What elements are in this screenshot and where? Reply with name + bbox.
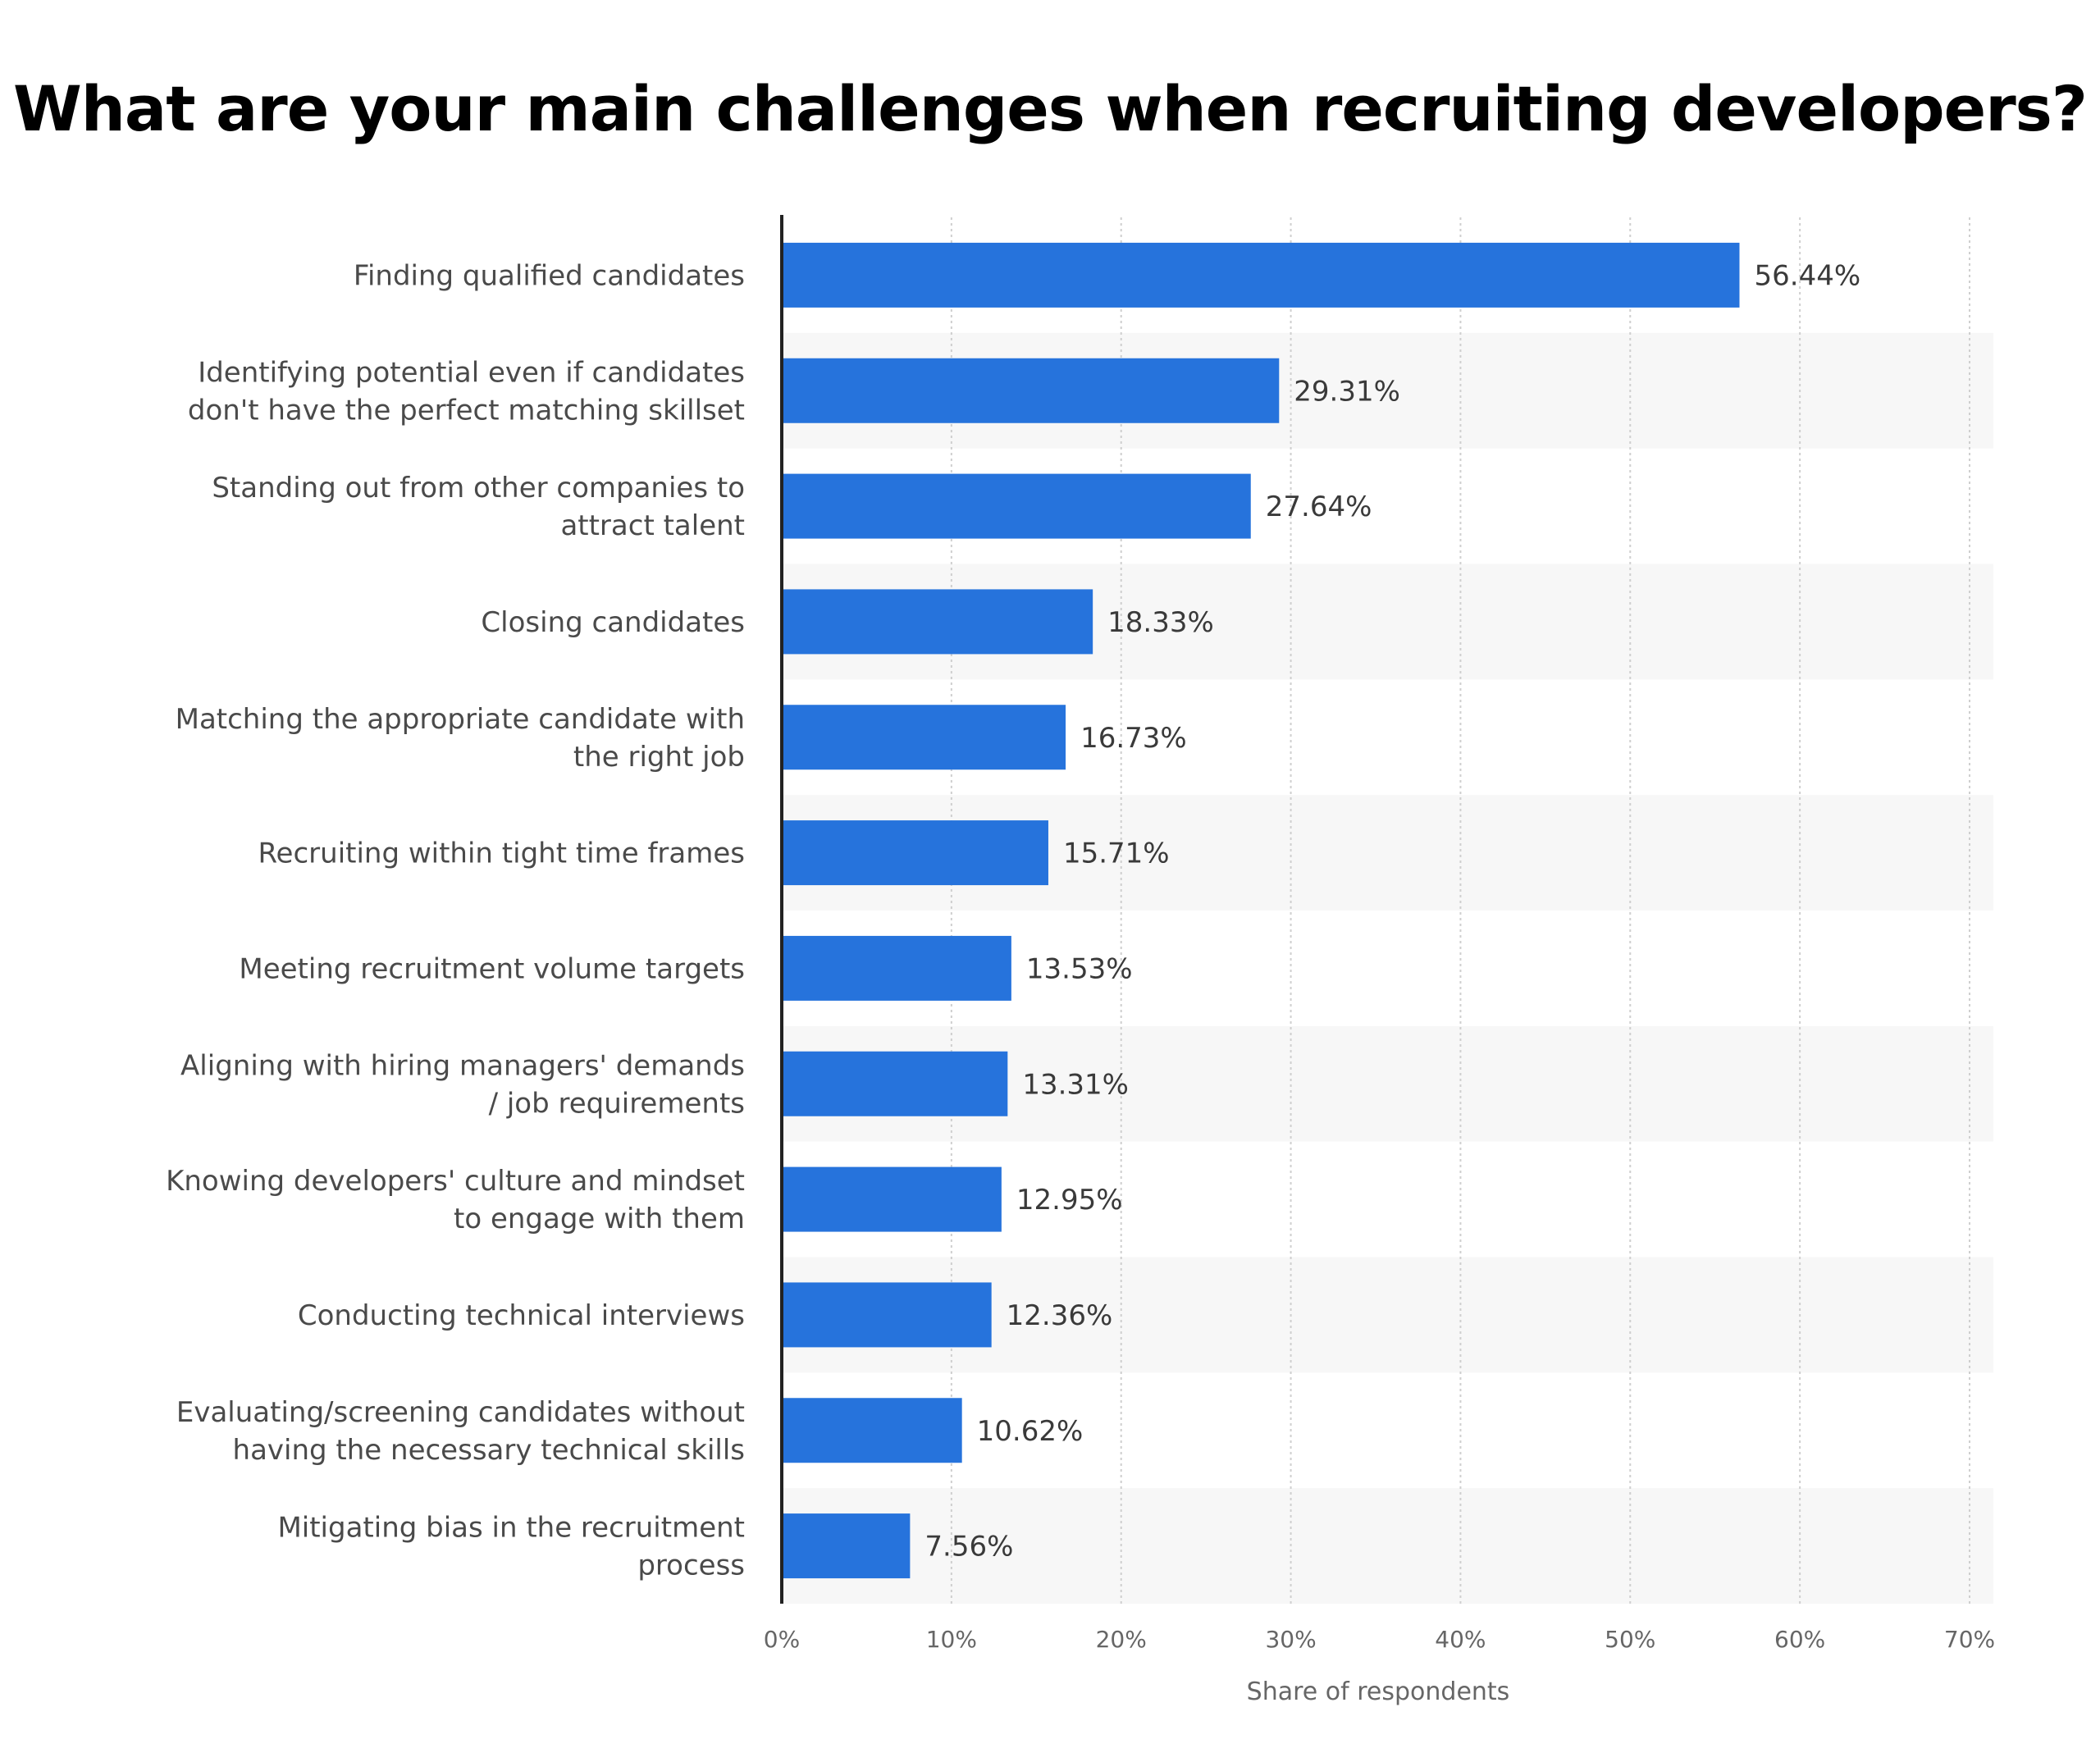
category-label: Evaluating/screening candidates without h… <box>176 1396 745 1467</box>
value-label: 29.31% <box>1294 375 1400 408</box>
value-label: 16.73% <box>1080 722 1187 755</box>
value-label: 15.71% <box>1063 838 1170 870</box>
x-tick-label: 70% <box>1944 1626 1995 1653</box>
category-label: Closing candidates <box>481 606 745 639</box>
x-tick-label: 50% <box>1605 1626 1655 1653</box>
bar[interactable] <box>782 820 1048 886</box>
category-label: Knowing developers' culture and mindset t… <box>166 1165 745 1235</box>
category-label: Mitigating bias in the recruitment proces… <box>277 1512 745 1582</box>
category-label: Recruiting within tight time frames <box>258 838 745 870</box>
row-stripe <box>782 1488 1993 1604</box>
bar[interactable] <box>782 1051 1008 1116</box>
chart-title: What are your main challenges when recru… <box>12 72 2088 145</box>
value-label: 12.95% <box>1016 1184 1123 1217</box>
bar[interactable] <box>782 935 1011 1001</box>
bar[interactable] <box>782 1282 992 1348</box>
bar[interactable] <box>782 1166 1002 1232</box>
value-label: 27.64% <box>1266 491 1372 523</box>
x-tick-label: 30% <box>1265 1626 1316 1653</box>
x-tick-label: 0% <box>764 1626 800 1653</box>
category-label: Identifying potential even if candidates… <box>188 356 745 427</box>
x-axis-title: Share of respondents <box>1247 1678 1510 1706</box>
category-label: Standing out from other companies to attr… <box>212 472 745 542</box>
bars <box>782 242 1740 1579</box>
value-label: 13.31% <box>1022 1068 1129 1101</box>
bar[interactable] <box>782 589 1093 655</box>
value-label: 13.53% <box>1026 952 1133 985</box>
category-label: Aligning with hiring managers' demands / … <box>180 1049 745 1120</box>
category-label: Meeting recruitment volume targets <box>239 952 745 985</box>
value-label: 56.44% <box>1755 259 1861 292</box>
x-tick-label: 60% <box>1774 1626 1825 1653</box>
category-label: Conducting technical interviews <box>298 1299 745 1332</box>
bar[interactable] <box>782 1398 962 1463</box>
x-tick-labels: 0% 10% 20% 30% 40% 50% 60% 70% <box>764 1626 1995 1653</box>
value-label: 7.56% <box>924 1531 1013 1563</box>
bar[interactable] <box>782 242 1740 308</box>
bar[interactable] <box>782 1513 911 1579</box>
x-tick-label: 40% <box>1435 1626 1486 1653</box>
value-labels: 56.44% 29.31% 27.64% 18.33% 16.73% 15.71% 13.5… <box>924 259 1860 1563</box>
value-label: 18.33% <box>1107 606 1214 639</box>
category-labels: Finding qualified candidates Identifying … <box>166 259 745 1582</box>
value-label: 10.62% <box>977 1415 1084 1448</box>
category-label: Finding qualified candidates <box>354 259 745 292</box>
x-tick-label: 10% <box>926 1626 977 1653</box>
bar[interactable] <box>782 705 1066 770</box>
bar[interactable] <box>782 473 1251 539</box>
gridlines <box>950 217 1970 1604</box>
x-tick-label: 20% <box>1096 1626 1147 1653</box>
value-label: 12.36% <box>1007 1299 1113 1332</box>
bar[interactable] <box>782 358 1280 423</box>
category-label: Matching the appropriate candidate with t… <box>176 703 745 774</box>
